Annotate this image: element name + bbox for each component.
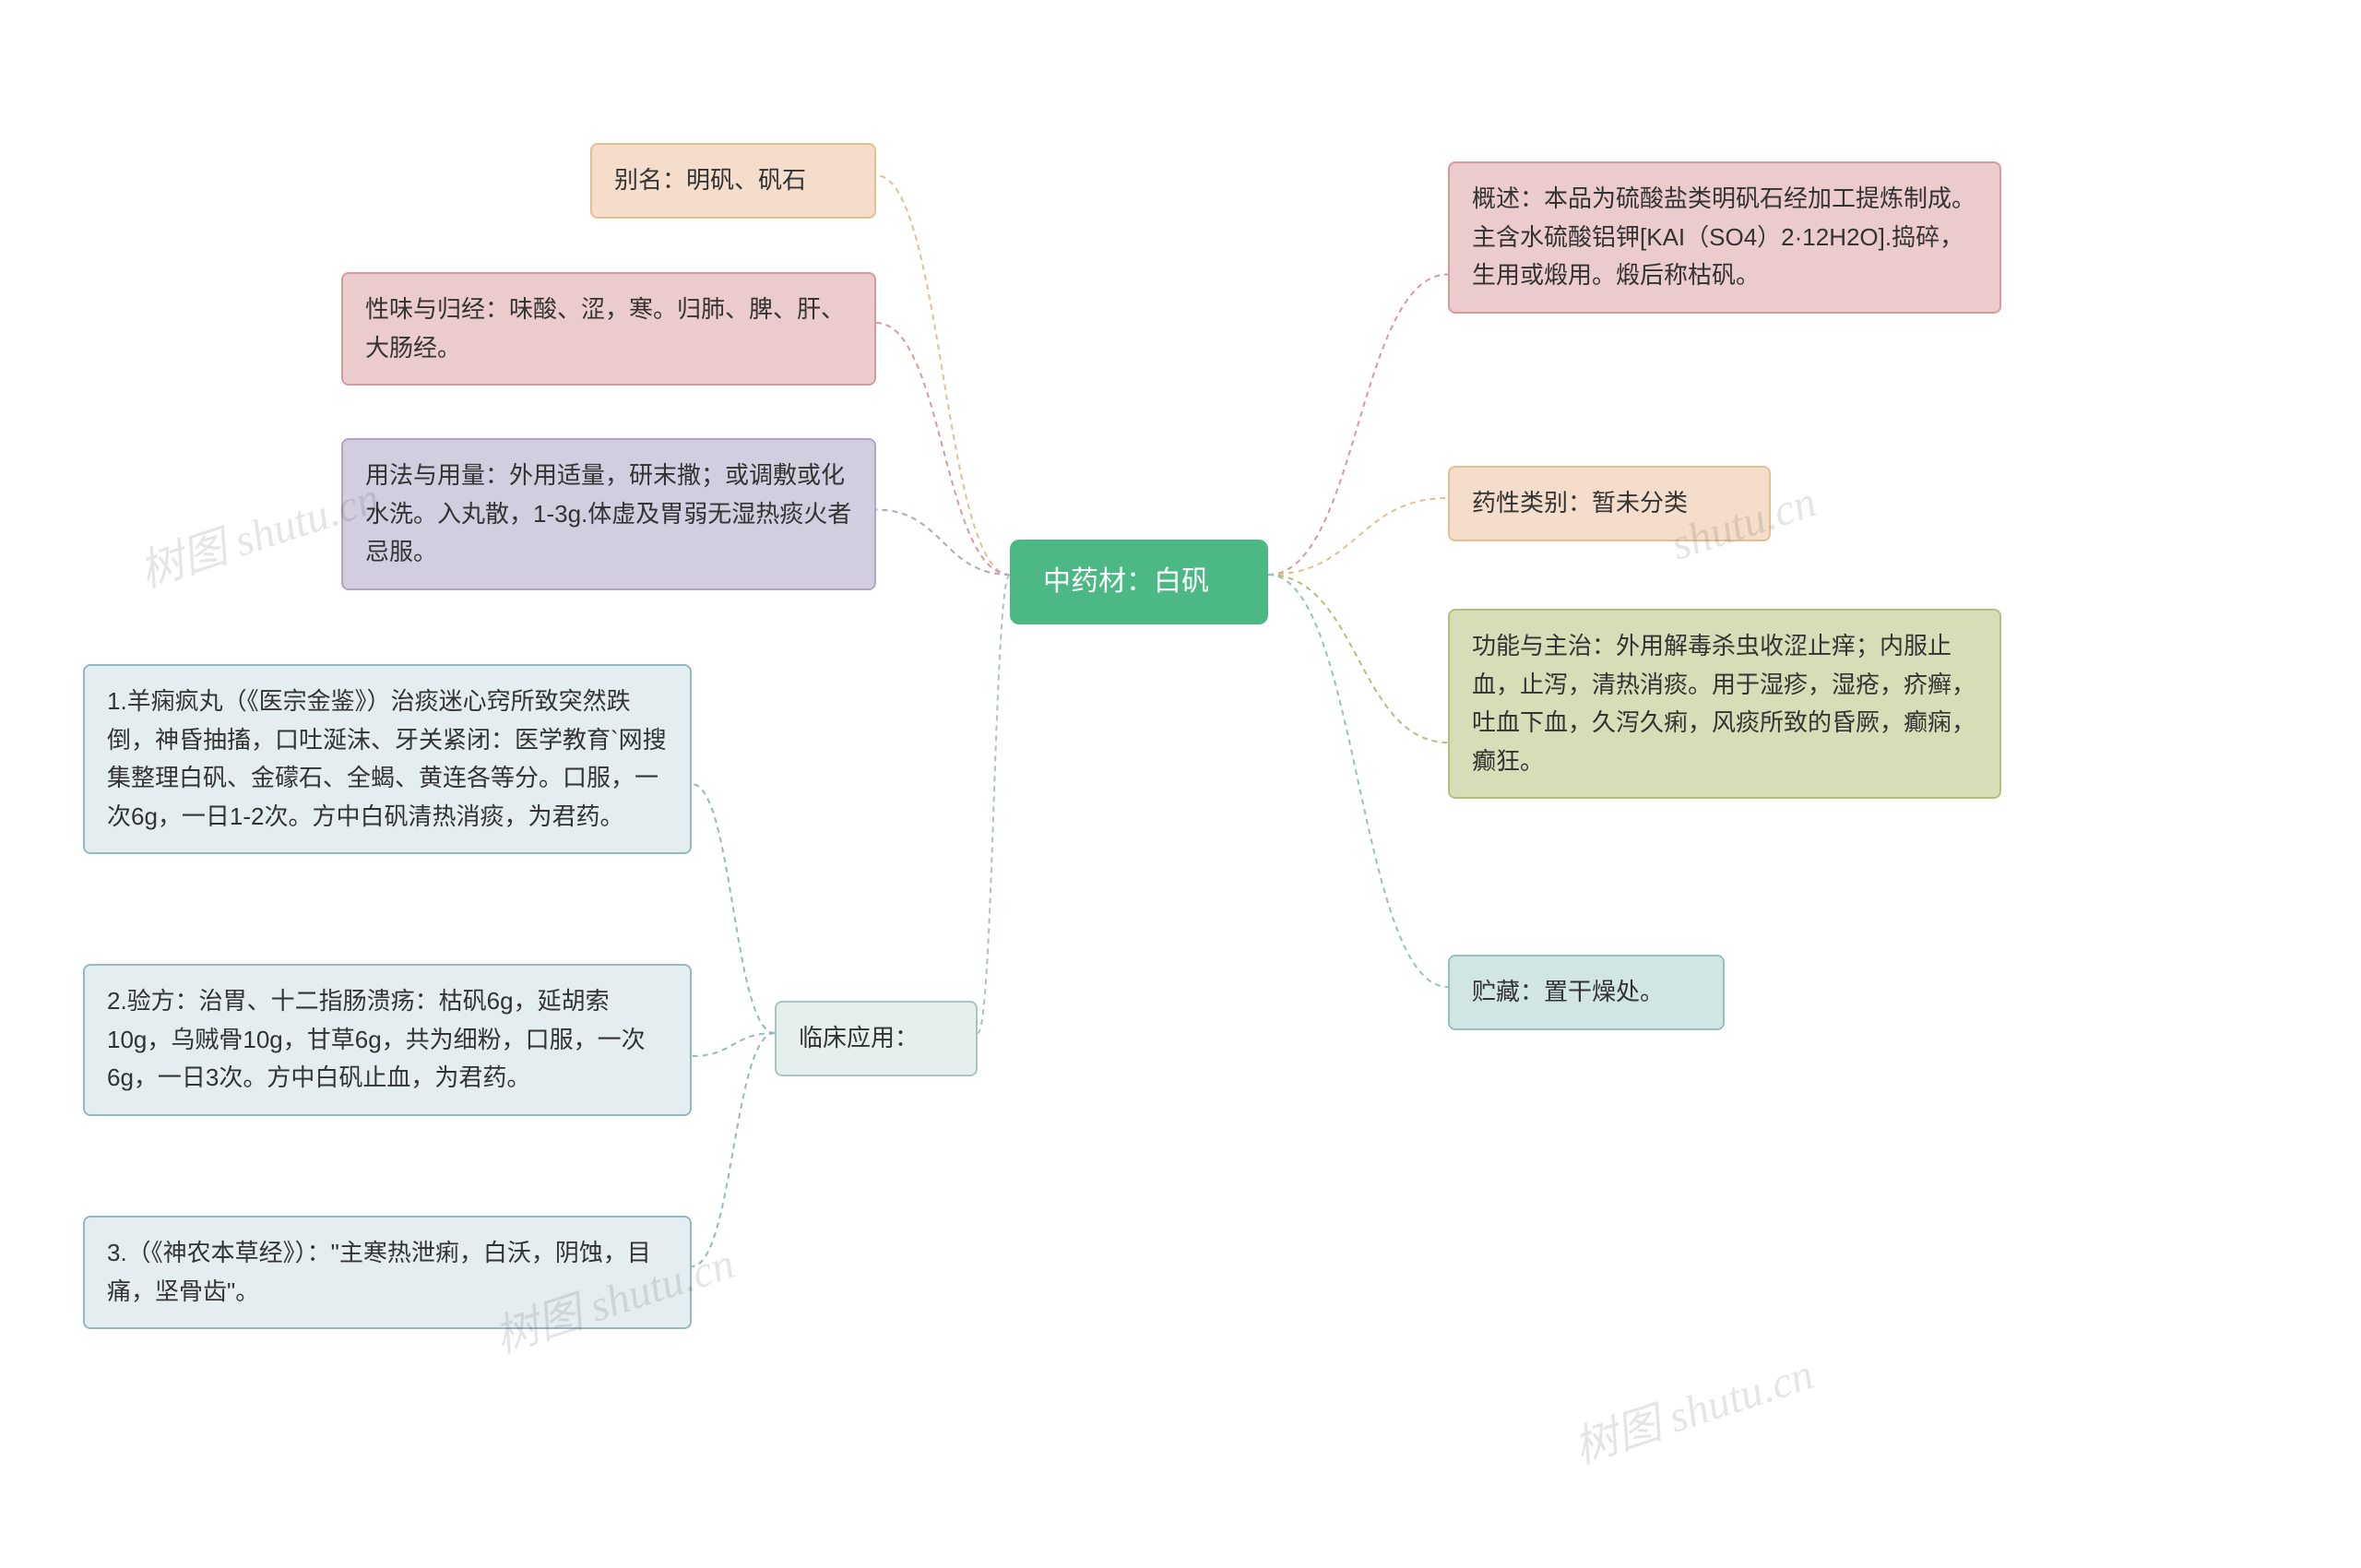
node-alias: 别名：明矾、矾石 [590,143,876,219]
node-c2: 2.验方：治胃、十二指肠溃疡：枯矾6g，延胡索10g，乌贼骨10g，甘草6g，共… [83,964,692,1116]
node-clinical: 临床应用： [775,1001,978,1076]
node-usage: 用法与用量：外用适量，研末撒；或调敷或化水洗。入丸散，1-3g.体虚及胃弱无湿热… [341,438,876,590]
watermark: 树图 shutu.cn [1564,1337,1821,1476]
node-category: 药性类别：暂未分类 [1448,466,1771,541]
node-nature: 性味与归经：味酸、涩，寒。归肺、脾、肝、大肠经。 [341,272,876,386]
node-c1: 1.羊痫疯丸（《医宗金鉴》）治痰迷心窍所致突然跌倒，神昏抽搐，口吐涎沫、牙关紧闭… [83,664,692,854]
node-overview: 概述：本品为硫酸盐类明矾石经加工提炼制成。主含水硫酸铝钾[KAI（SO4）2·1… [1448,161,2001,314]
node-function: 功能与主治：外用解毒杀虫收涩止痒；内服止血，止泻，清热消痰。用于湿疹，湿疮，疥癣… [1448,609,2001,799]
node-c3: 3.（《神农本草经》）："主寒热泄痢，白沃，阴蚀，目痛，坚骨齿"。 [83,1216,692,1329]
mindmap-root: 中药材：白矾 [1010,540,1268,624]
node-storage: 贮藏：置干燥处。 [1448,955,1725,1030]
